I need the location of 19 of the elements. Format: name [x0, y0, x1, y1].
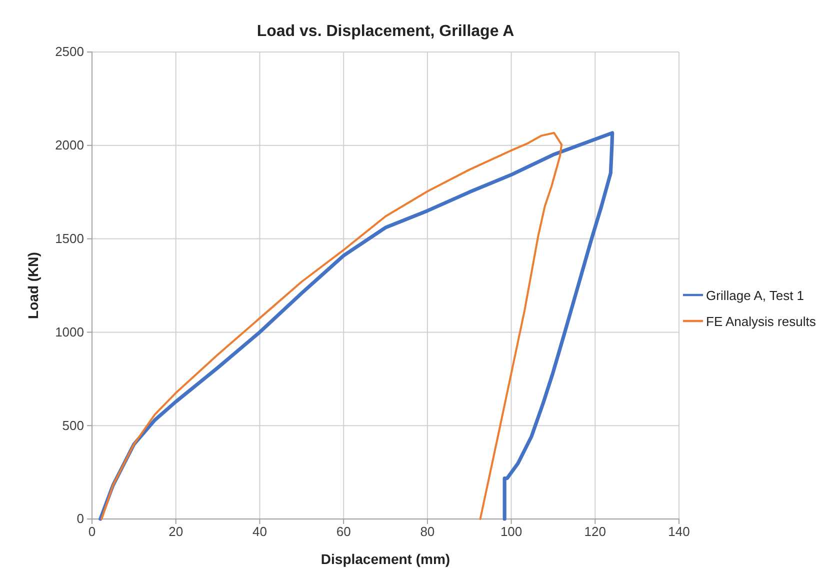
y-tick-label: 1000 — [55, 324, 84, 340]
y-tick-label: 1500 — [55, 230, 84, 246]
y-tick-label: 0 — [76, 511, 84, 526]
x-tick-label: 100 — [500, 524, 522, 540]
legend-label: Grillage A, Test 1 — [706, 288, 804, 303]
x-tick-label: 40 — [252, 524, 267, 540]
x-tick-label: 0 — [88, 524, 96, 540]
y-tick-label: 2500 — [55, 44, 84, 60]
y-tick-label: 2000 — [55, 138, 84, 153]
x-axis-title: Displacement (mm) — [320, 551, 450, 567]
x-tick-label: 120 — [584, 524, 606, 540]
legend-label: FE Analysis results — [706, 314, 816, 329]
chart-title: Load vs. Displacement, Grillage A — [256, 23, 515, 40]
x-tick-label: 60 — [336, 524, 351, 540]
x-tick-label: 20 — [168, 524, 184, 540]
x-tick-label: 80 — [420, 524, 435, 540]
x-tick-label: 140 — [668, 524, 690, 540]
y-tick-label: 500 — [62, 418, 84, 433]
y-axis-title: Load (KN) — [25, 252, 41, 319]
